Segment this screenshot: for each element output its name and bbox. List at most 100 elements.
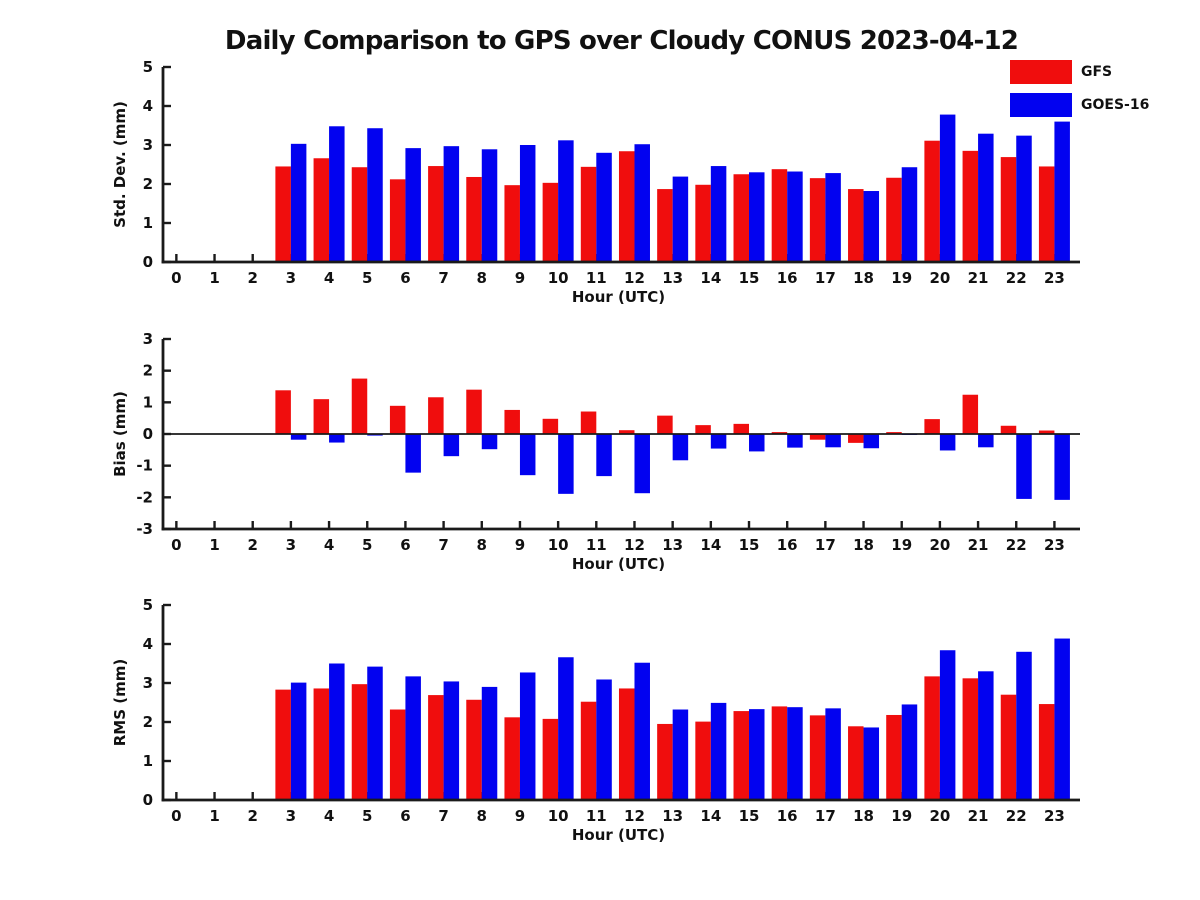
bar-gfs-hour-8	[466, 389, 482, 434]
x-tick-label: 20	[929, 536, 950, 554]
bar-goes-16-hour-18	[863, 434, 880, 449]
x-tick-label: 23	[1044, 807, 1065, 825]
x-tick-label: 17	[815, 269, 836, 287]
y-tick-label: 0	[143, 425, 153, 443]
x-tick-label: 6	[400, 269, 410, 287]
bar-gfs-hour-22	[1000, 694, 1017, 800]
x-tick-label: 18	[853, 807, 874, 825]
bar-gfs-hour-15	[733, 423, 750, 434]
bar-gfs-hour-9	[504, 409, 520, 434]
y-tick-label: 2	[143, 713, 153, 731]
bar-gfs-hour-19	[886, 177, 902, 262]
bar-gfs-hour-3	[275, 390, 291, 434]
x-tick-label: 16	[777, 807, 798, 825]
y-tick-label: 5	[143, 58, 153, 76]
bar-gfs-hour-18	[848, 189, 864, 262]
bar-gfs-hour-23	[1038, 430, 1055, 434]
y-tick-label: 3	[143, 330, 153, 348]
bar-goes-16-hour-12	[634, 662, 650, 800]
bar-gfs-hour-11	[580, 166, 597, 262]
bar-gfs-hour-21	[962, 150, 979, 262]
x-tick-label: 12	[624, 807, 645, 825]
x-tick-label: 14	[700, 269, 721, 287]
bar-goes-16-hour-14	[710, 702, 727, 800]
y-tick-label: 3	[143, 136, 153, 154]
x-tick-label: 4	[324, 536, 334, 554]
bar-goes-16-hour-8	[481, 686, 498, 800]
bar-goes-16-hour-9	[519, 434, 536, 476]
bar-gfs-hour-13	[657, 723, 673, 800]
bar-gfs-hour-14	[695, 184, 711, 262]
bar-goes-16-hour-23	[1054, 121, 1070, 262]
bar-gfs-hour-5	[351, 684, 368, 800]
bar-goes-16-hour-22	[1016, 434, 1032, 499]
bar-gfs-hour-19	[886, 432, 902, 434]
bar-goes-16-hour-16	[787, 434, 803, 448]
x-tick-label: 21	[968, 807, 989, 825]
x-tick-label: 2	[247, 269, 257, 287]
y-axis-label: Bias (mm)	[111, 391, 129, 477]
x-tick-label: 18	[853, 269, 874, 287]
x-tick-label: 10	[548, 536, 569, 554]
bar-goes-16-hour-20	[939, 114, 956, 262]
bar-gfs-hour-4	[313, 158, 330, 262]
bar-gfs-hour-7	[428, 695, 444, 800]
x-tick-label: 23	[1044, 536, 1065, 554]
y-tick-label: 1	[143, 214, 153, 232]
bar-goes-16-hour-18	[863, 191, 880, 262]
bar-goes-16-hour-3	[290, 143, 307, 262]
x-tick-label: 20	[929, 269, 950, 287]
x-tick-label: 9	[515, 269, 525, 287]
bar-gfs-hour-23	[1038, 166, 1055, 262]
x-tick-label: 8	[477, 536, 487, 554]
x-tick-label: 11	[586, 269, 607, 287]
subplot-bias: 0 1 2 3 4 5 6 7 8 9 10 11 12 13 14 15 16 17 18 19 20 21 22 23-3…	[111, 330, 1080, 573]
gfs-swatch	[1010, 60, 1072, 84]
x-tick-label: 16	[777, 269, 798, 287]
y-tick-label: 0	[143, 253, 153, 271]
bar-goes-16-hour-21	[978, 434, 994, 448]
y-tick-label: 1	[143, 752, 153, 770]
x-tick-label: 8	[477, 807, 487, 825]
y-tick-label: -1	[136, 457, 153, 475]
gfs-legend-label: GFS	[1081, 64, 1113, 80]
bar-goes-16-hour-22	[1016, 651, 1032, 800]
x-tick-label: 3	[286, 807, 296, 825]
x-tick-label: 18	[853, 536, 874, 554]
x-tick-label: 2	[247, 536, 257, 554]
x-tick-label: 7	[438, 807, 448, 825]
bar-goes-16-hour-12	[634, 434, 650, 494]
bar-goes-16-hour-13	[672, 434, 689, 461]
x-tick-label: 22	[1006, 269, 1027, 287]
x-tick-label: 15	[739, 536, 760, 554]
bar-gfs-hour-15	[733, 174, 750, 262]
bar-goes-16-hour-21	[978, 133, 994, 262]
x-axis-label: Hour (UTC)	[572, 555, 665, 573]
bar-gfs-hour-17	[809, 715, 826, 800]
bar-gfs-hour-13	[657, 189, 673, 262]
bar-goes-16-hour-4	[329, 663, 345, 800]
x-tick-label: 9	[515, 807, 525, 825]
x-tick-label: 5	[362, 807, 372, 825]
x-tick-label: 6	[400, 536, 410, 554]
x-tick-label: 22	[1006, 807, 1027, 825]
bar-gfs-hour-17	[809, 434, 826, 440]
bar-goes-16-hour-4	[329, 434, 345, 443]
bar-goes-16-hour-3	[290, 682, 307, 800]
goes16-legend-label: GOES-16	[1081, 97, 1150, 113]
bar-goes-16-hour-9	[519, 145, 536, 262]
x-tick-label: 19	[891, 536, 912, 554]
x-tick-label: 20	[929, 807, 950, 825]
bar-goes-16-hour-16	[787, 707, 803, 800]
figure-title: Daily Comparison to GPS over Cloudy CONU…	[224, 26, 1019, 56]
bar-gfs-hour-17	[809, 178, 826, 262]
bar-gfs-hour-5	[351, 167, 368, 262]
x-tick-label: 21	[968, 269, 989, 287]
bar-goes-16-hour-19	[901, 704, 918, 800]
x-tick-label: 15	[739, 269, 760, 287]
x-tick-label: 0	[171, 269, 181, 287]
x-tick-label: 12	[624, 536, 645, 554]
x-axis-label: Hour (UTC)	[572, 826, 665, 844]
x-tick-label: 19	[891, 807, 912, 825]
bar-gfs-hour-16	[771, 706, 788, 800]
